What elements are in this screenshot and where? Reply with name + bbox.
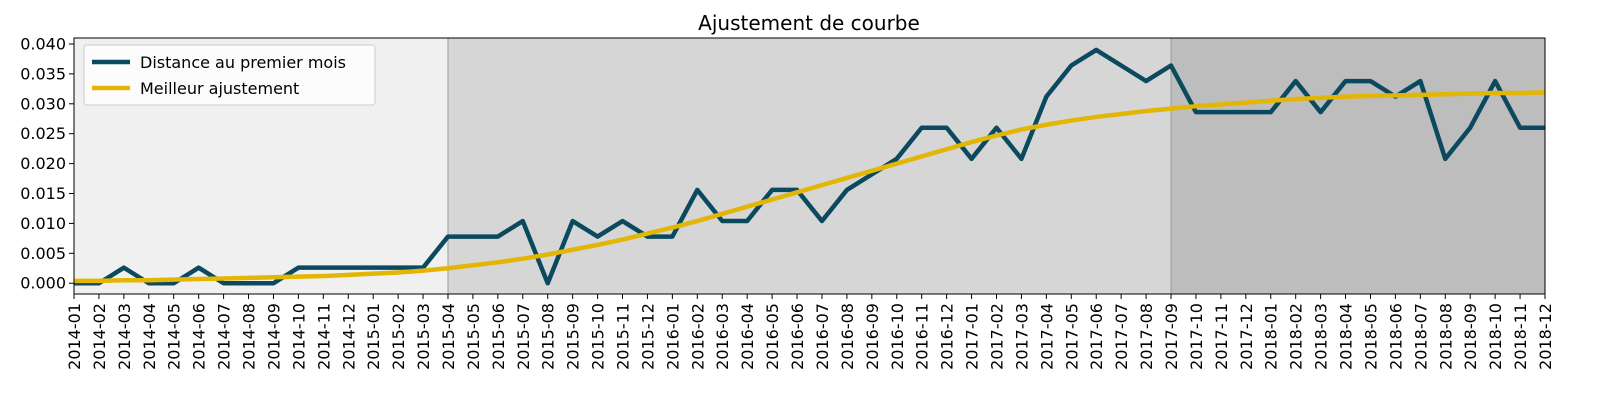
x-tick-label: 2017-11 (1212, 303, 1231, 370)
x-tick-label: 2016-08 (838, 303, 857, 370)
x-tick-label: 2015-12 (638, 303, 657, 370)
x-tick-label: 2017-04 (1037, 303, 1056, 370)
x-tick-label: 2014-08 (240, 303, 259, 370)
x-tick-label: 2015-10 (589, 303, 608, 370)
y-tick-label: 0.030 (20, 94, 66, 113)
x-tick-label: 2015-09 (564, 303, 583, 370)
x-tick-label: 2014-09 (264, 303, 283, 370)
x-tick-label: 2016-02 (688, 303, 707, 370)
plot-area (73, 37, 1546, 295)
x-tick-label: 2017-09 (1162, 303, 1181, 370)
background-band-2 (1171, 38, 1545, 294)
x-tick-label: 2014-12 (339, 303, 358, 370)
x-tick-label: 2016-12 (938, 303, 957, 370)
x-tick-label: 2015-02 (389, 303, 408, 370)
x-tick-label: 2017-01 (963, 303, 982, 370)
x-axis: 2014-01 2014-02 2014-03 2014-04 2014-05 2014-… (65, 294, 1555, 370)
series-line-1 (74, 90, 1546, 284)
x-tick-label: 2015-11 (614, 303, 633, 370)
x-tick-label: 2014-04 (140, 303, 159, 370)
x-tick-label: 2017-07 (1112, 303, 1131, 370)
y-tick-label: 0.000 (20, 274, 66, 293)
y-tick-label: 0.025 (20, 124, 66, 143)
x-tick-label: 2014-06 (190, 303, 209, 370)
chart-title: Ajustement de courbe (698, 11, 920, 35)
x-tick-label: 2016-03 (713, 303, 732, 370)
x-tick-label: 2017-08 (1137, 303, 1156, 370)
x-tick-label: 2017-12 (1237, 303, 1256, 370)
legend-label-distance: Distance au premier mois (140, 53, 346, 72)
x-tick-label: 2017-05 (1062, 303, 1081, 370)
x-tick-label: 2016-05 (763, 303, 782, 370)
x-tick-label: 2018-10 (1486, 303, 1505, 370)
y-tick-label: 0.035 (20, 64, 66, 83)
x-tick-label: 2014-07 (215, 303, 234, 370)
legend-label-ajustement: Meilleur ajustement (140, 79, 299, 98)
y-tick-label: 0.010 (20, 214, 66, 233)
x-tick-label: 2017-02 (987, 303, 1006, 370)
legend-box (83, 44, 376, 106)
x-tick-label: 2015-04 (439, 303, 458, 370)
x-tick-label: 2015-01 (364, 303, 383, 370)
x-tick-label: 2014-02 (90, 303, 109, 370)
x-tick-label: 2016-10 (888, 303, 907, 370)
x-tick-label: 2018-01 (1262, 303, 1281, 370)
x-tick-label: 2014-01 (65, 303, 84, 370)
x-tick-label: 2014-03 (115, 303, 134, 370)
x-tick-label: 2017-06 (1087, 303, 1106, 370)
x-tick-label: 2018-12 (1536, 303, 1555, 370)
x-tick-label: 2018-03 (1312, 303, 1331, 370)
x-tick-label: 2016-06 (788, 303, 807, 370)
x-tick-label: 2018-07 (1411, 303, 1430, 370)
x-tick-label: 2018-04 (1337, 303, 1356, 370)
x-tick-label: 2018-05 (1361, 303, 1380, 370)
x-tick-label: 2016-01 (663, 303, 682, 370)
y-tick-label: 0.015 (20, 184, 66, 203)
x-tick-label: 2018-11 (1511, 303, 1530, 370)
x-tick-label: 2014-05 (165, 303, 184, 370)
y-axis: 0.000 0.005 0.010 0.015 0.020 0.025 0.030 0.035… (20, 34, 74, 293)
x-tick-label: 2014-11 (314, 303, 333, 370)
y-tick-label: 0.040 (20, 34, 66, 53)
x-tick-label: 2018-08 (1436, 303, 1455, 370)
x-tick-label: 2016-09 (863, 303, 882, 370)
x-tick-label: 2016-07 (813, 303, 832, 370)
series-line-0 (74, 47, 1545, 286)
x-tick-label: 2018-09 (1461, 303, 1480, 370)
x-tick-label: 2015-07 (514, 303, 533, 370)
x-tick-label: 2018-02 (1287, 303, 1306, 370)
y-tick-label: 0.020 (20, 154, 66, 173)
x-tick-label: 2015-06 (489, 303, 508, 370)
x-tick-label: 2015-03 (414, 303, 433, 370)
x-tick-label: 2015-05 (464, 303, 483, 370)
legend: Distance au premier mois Meilleur ajuste… (83, 44, 376, 106)
x-tick-label: 2016-11 (913, 303, 932, 370)
x-tick-label: 2016-04 (738, 303, 757, 370)
x-tick-label: 2017-03 (1012, 303, 1031, 370)
x-tick-label: 2017-10 (1187, 303, 1206, 370)
axes-frame (73, 37, 1546, 295)
x-tick-label: 2014-10 (289, 303, 308, 370)
x-tick-label: 2018-06 (1386, 303, 1405, 370)
y-tick-label: 0.005 (20, 244, 66, 263)
x-tick-label: 2015-08 (539, 303, 558, 370)
